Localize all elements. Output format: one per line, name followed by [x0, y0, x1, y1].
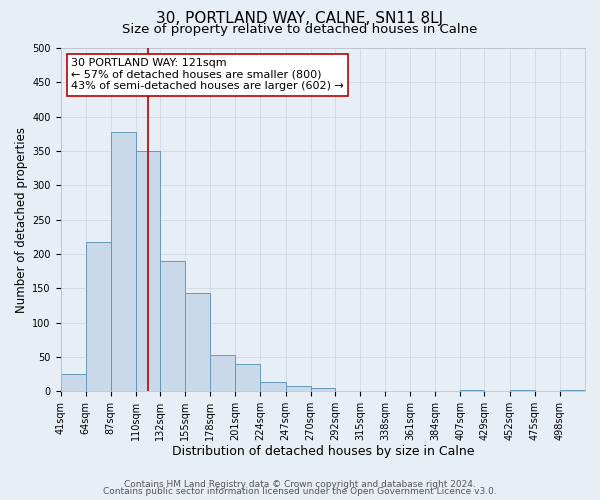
Y-axis label: Number of detached properties: Number of detached properties	[15, 126, 28, 312]
Bar	[311, 388, 335, 391]
Bar	[509, 390, 535, 391]
Bar	[260, 382, 286, 391]
Text: 30, PORTLAND WAY, CALNE, SN11 8LJ: 30, PORTLAND WAY, CALNE, SN11 8LJ	[157, 12, 443, 26]
Bar	[235, 364, 260, 391]
X-axis label: Distribution of detached houses by size in Calne: Distribution of detached houses by size …	[172, 444, 474, 458]
Bar	[560, 390, 585, 391]
Text: Contains HM Land Registry data © Crown copyright and database right 2024.: Contains HM Land Registry data © Crown c…	[124, 480, 476, 489]
Text: Size of property relative to detached houses in Calne: Size of property relative to detached ho…	[122, 22, 478, 36]
Text: 30 PORTLAND WAY: 121sqm
← 57% of detached houses are smaller (800)
43% of semi-d: 30 PORTLAND WAY: 121sqm ← 57% of detache…	[71, 58, 344, 92]
Bar	[86, 242, 111, 391]
Bar	[210, 355, 235, 391]
Bar	[160, 261, 185, 391]
Bar	[136, 151, 160, 391]
Bar	[111, 132, 136, 391]
Bar	[286, 386, 311, 391]
Bar	[185, 293, 210, 391]
Bar	[460, 390, 484, 391]
Text: Contains public sector information licensed under the Open Government Licence v3: Contains public sector information licen…	[103, 487, 497, 496]
Bar	[61, 374, 86, 391]
